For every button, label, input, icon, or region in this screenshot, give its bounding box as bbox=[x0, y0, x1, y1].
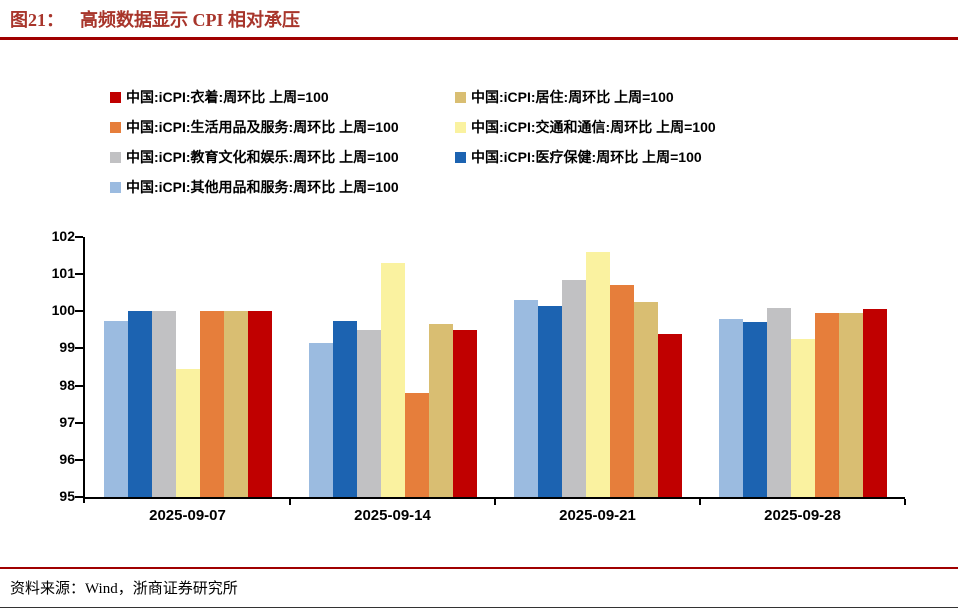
bar-other-goods-services bbox=[308, 342, 333, 497]
bar-transport-communication bbox=[790, 339, 815, 497]
y-axis-tick-label: 97 bbox=[59, 413, 75, 430]
x-axis-line bbox=[83, 497, 905, 499]
y-axis-tick bbox=[75, 347, 83, 350]
bar-transport-communication bbox=[175, 368, 200, 497]
legend-item-other-goods-services: 中国:iCPI:其他用品和服务:周环比 上周=100 bbox=[110, 177, 455, 197]
bar-transport-communication bbox=[380, 263, 405, 497]
legend-item-education-culture-entertainment: 中国:iCPI:教育文化和娱乐:周环比 上周=100 bbox=[110, 147, 455, 167]
y-axis-tick bbox=[75, 236, 83, 238]
legend-swatch-household-goods-services bbox=[110, 121, 121, 133]
y-axis-tick-label: 98 bbox=[59, 376, 75, 393]
title-rule bbox=[0, 37, 958, 40]
y-axis-tick-label: 99 bbox=[59, 339, 75, 356]
bar-housing bbox=[633, 302, 658, 497]
x-axis-category-label: 2025-09-21 bbox=[559, 507, 636, 524]
bar-clothing bbox=[452, 329, 477, 497]
chart-legend: 中国:iCPI:衣着:周环比 上周=100 中国:iCPI:居住:周环比 上周=1… bbox=[110, 82, 716, 202]
figure-number-label: 图21： bbox=[10, 10, 64, 30]
y-axis-tick bbox=[75, 458, 83, 461]
legend-label-education-culture-entertainment: 中国:iCPI:教育文化和娱乐:周环比 上周=100 bbox=[126, 149, 399, 165]
x-axis-tick bbox=[494, 499, 496, 505]
bottom-border bbox=[0, 607, 958, 608]
y-axis-tick-label: 96 bbox=[59, 450, 75, 467]
legend-swatch-education-culture-entertainment bbox=[110, 151, 121, 163]
legend-swatch-housing bbox=[455, 91, 466, 103]
legend-swatch-clothing bbox=[110, 91, 121, 103]
bar-housing bbox=[838, 313, 863, 497]
legend-label-healthcare: 中国:iCPI:医疗保健:周环比 上周=100 bbox=[471, 149, 702, 165]
bar-healthcare bbox=[332, 320, 357, 497]
bar-education-culture-entertainment bbox=[151, 311, 176, 497]
bar-other-goods-services bbox=[718, 318, 743, 497]
bar-clothing bbox=[657, 333, 682, 497]
legend-swatch-other-goods-services bbox=[110, 181, 121, 193]
legend-item-healthcare: 中国:iCPI:医疗保健:周环比 上周=100 bbox=[455, 147, 716, 167]
legend-swatch-transport-communication bbox=[455, 121, 466, 133]
y-axis-tick-label: 101 bbox=[51, 265, 75, 282]
legend-item-transport-communication: 中国:iCPI:交通和通信:周环比 上周=100 bbox=[455, 117, 716, 137]
bar-education-culture-entertainment bbox=[766, 307, 791, 497]
x-axis-tick bbox=[289, 499, 291, 505]
source-note: 资料来源：Wind，浙商证券研究所 bbox=[10, 581, 238, 597]
figure-title-text: 高频数据显示 CPI 相对承压 bbox=[80, 10, 300, 30]
y-axis-tick bbox=[75, 273, 83, 276]
legend-label-other-goods-services: 中国:iCPI:其他用品和服务:周环比 上周=100 bbox=[126, 179, 399, 195]
y-axis-tick bbox=[75, 310, 83, 313]
legend-label-transport-communication: 中国:iCPI:交通和通信:周环比 上周=100 bbox=[471, 119, 716, 135]
bar-household-goods-services bbox=[814, 313, 839, 497]
bar-transport-communication bbox=[585, 251, 610, 497]
y-axis-tick-label: 100 bbox=[51, 302, 75, 319]
y-axis-line bbox=[83, 237, 85, 503]
x-axis-tick bbox=[904, 499, 906, 505]
legend-item-clothing: 中国:iCPI:衣着:周环比 上周=100 bbox=[110, 87, 455, 107]
bar-clothing bbox=[862, 309, 887, 497]
bar-housing bbox=[223, 311, 248, 497]
legend-label-clothing: 中国:iCPI:衣着:周环比 上周=100 bbox=[126, 89, 329, 105]
y-axis-tick bbox=[75, 496, 83, 498]
bar-other-goods-services bbox=[513, 300, 538, 497]
bar-clothing bbox=[247, 311, 272, 497]
bar-healthcare bbox=[127, 311, 152, 497]
bar-education-culture-entertainment bbox=[356, 329, 381, 497]
bar-housing bbox=[428, 324, 453, 497]
legend-label-household-goods-services: 中国:iCPI:生活用品及服务:周环比 上周=100 bbox=[126, 119, 399, 135]
y-axis-tick bbox=[75, 421, 83, 424]
y-axis-tick-label: 95 bbox=[59, 488, 75, 504]
bar-other-goods-services bbox=[103, 320, 128, 497]
figure-title: 图21： 高频数据显示 CPI 相对承压 bbox=[10, 6, 300, 32]
legend-swatch-healthcare bbox=[455, 151, 466, 163]
bar-household-goods-services bbox=[404, 393, 429, 497]
y-axis-tick-label: 102 bbox=[51, 228, 75, 244]
legend-label-housing: 中国:iCPI:居住:周环比 上周=100 bbox=[471, 89, 674, 105]
bar-education-culture-entertainment bbox=[561, 279, 586, 497]
legend-item-household-goods-services: 中国:iCPI:生活用品及服务:周环比 上周=100 bbox=[110, 117, 455, 137]
x-axis-category-label: 2025-09-14 bbox=[354, 507, 431, 524]
bar-household-goods-services bbox=[199, 311, 224, 497]
y-axis-tick bbox=[75, 384, 83, 387]
cpi-bar-chart: 95 96 97 98 99 100 101 102 2025-09-07 2025-09-14 2… bbox=[51, 228, 906, 524]
footer-rule bbox=[0, 567, 958, 569]
x-axis-category-label: 2025-09-28 bbox=[764, 507, 841, 524]
bar-healthcare bbox=[537, 305, 562, 497]
legend-item-housing: 中国:iCPI:居住:周环比 上周=100 bbox=[455, 87, 716, 107]
x-axis-category-label: 2025-09-07 bbox=[149, 507, 226, 524]
x-axis-tick bbox=[699, 499, 701, 505]
bar-healthcare bbox=[742, 322, 767, 497]
bar-household-goods-services bbox=[609, 285, 634, 497]
